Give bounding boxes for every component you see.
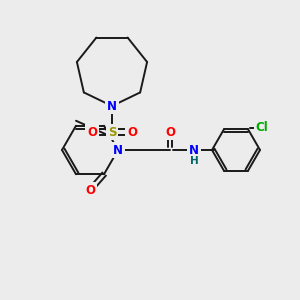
Text: N: N (189, 143, 199, 157)
Text: O: O (165, 125, 175, 139)
Text: O: O (85, 184, 95, 197)
Text: N: N (113, 143, 123, 157)
Text: Cl: Cl (256, 121, 268, 134)
Text: N: N (107, 100, 117, 112)
Text: O: O (127, 125, 137, 139)
Text: S: S (108, 125, 116, 139)
Text: H: H (190, 156, 198, 166)
Text: O: O (87, 125, 97, 139)
